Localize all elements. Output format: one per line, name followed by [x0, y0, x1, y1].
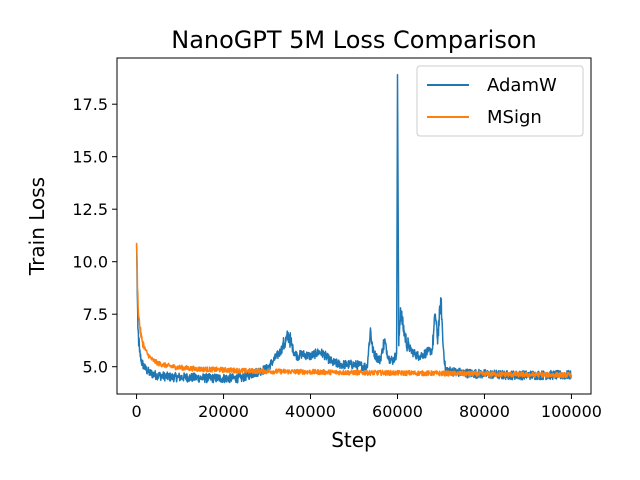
y-tick-label: 10.0: [72, 253, 108, 272]
legend-box: [416, 65, 584, 137]
x-tick-label: 40000: [285, 402, 336, 421]
axes-frame: [116, 57, 592, 395]
x-tick-label: 60000: [372, 402, 423, 421]
x-tick-label: 100000: [541, 402, 602, 421]
y-axis-label: Train Loss: [25, 177, 49, 276]
legend-label-msign: MSign: [487, 107, 542, 128]
y-tick-label: 5.0: [83, 358, 108, 377]
y-tick-label: 12.5: [72, 200, 108, 219]
y-tick-label: 7.5: [83, 305, 108, 324]
chart-title: NanoGPT 5M Loss Comparison: [171, 26, 536, 54]
series-line-msign: [135, 242, 573, 379]
plot-area: [135, 74, 573, 384]
y-tick-label: 15.0: [72, 148, 108, 167]
y-tick-label: 17.5: [72, 95, 108, 114]
axes: 0 20000 40000 60000 80000 100000 5.0 7.5 10.0 12.…: [72, 57, 602, 421]
x-tick-label: 80000: [459, 402, 510, 421]
x-tick-label: 0: [131, 402, 141, 421]
x-tick-label: 20000: [198, 402, 249, 421]
legend-label-adamw: AdamW: [487, 75, 557, 96]
legend: AdamW MSign: [416, 65, 584, 137]
series-line-adamw: [135, 74, 573, 384]
x-axis-label: Step: [331, 428, 377, 452]
